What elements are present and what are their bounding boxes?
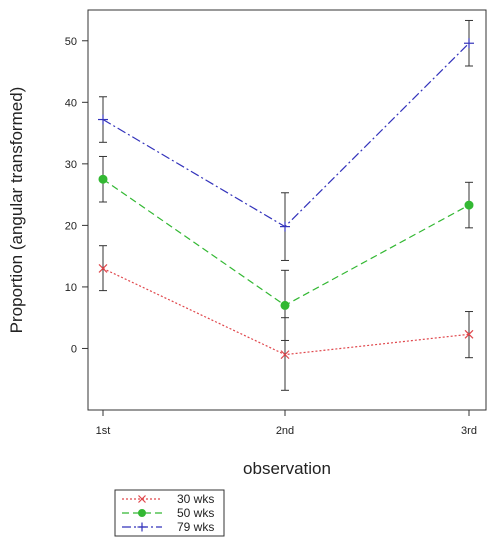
x-tick-label: 3rd	[461, 425, 477, 437]
x-axis: 1st 2nd 3rd	[96, 410, 477, 437]
data-point	[464, 38, 474, 49]
legend-label: 30 wks	[177, 492, 214, 506]
y-tick-label: 30	[65, 159, 77, 171]
data-point	[98, 174, 108, 184]
data-point	[138, 509, 146, 517]
legend-item: 30 wks	[122, 492, 214, 506]
legend-item: 79 wks	[122, 520, 214, 534]
data-point	[137, 522, 147, 532]
y-axis: 0 10 20 30 40 50	[65, 36, 88, 355]
series	[98, 19, 474, 261]
x-tick-label: 1st	[96, 425, 111, 437]
data-point	[138, 495, 146, 503]
y-tick-label: 20	[65, 220, 77, 232]
series-line	[102, 42, 470, 228]
series	[98, 245, 474, 391]
series-line	[102, 267, 470, 356]
data-point	[464, 329, 474, 339]
y-tick-label: 0	[71, 343, 77, 355]
legend-label: 79 wks	[177, 520, 214, 534]
y-tick-label: 40	[65, 97, 77, 109]
x-tick-label: 2nd	[276, 425, 294, 437]
series	[98, 155, 474, 341]
x-axis-title: observation	[243, 459, 331, 478]
y-axis-title: Proportion (angular transformed)	[7, 87, 26, 334]
data-point	[280, 350, 290, 360]
data-point	[98, 264, 108, 273]
y-tick-label: 50	[65, 36, 77, 48]
series-line	[102, 178, 470, 307]
series-layer	[98, 19, 474, 391]
legend-item: 50 wks	[122, 506, 214, 520]
data-point	[464, 200, 474, 210]
data-point	[280, 300, 290, 310]
y-tick-label: 10	[65, 282, 77, 294]
data-point	[98, 114, 108, 125]
data-point	[280, 221, 290, 232]
legend-label: 50 wks	[177, 506, 214, 520]
plot-frame	[87, 9, 487, 411]
